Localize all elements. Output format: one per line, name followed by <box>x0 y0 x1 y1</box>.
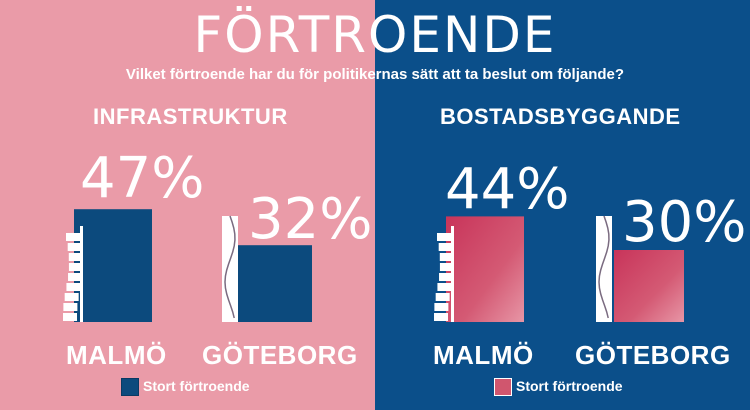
bar-bostad-goteborg <box>614 250 684 322</box>
value-label-bostad-malmo: 44% <box>445 157 570 222</box>
value-label-bostad-goteborg: 30% <box>622 190 747 255</box>
value-label-infra-goteborg: 32% <box>248 187 373 252</box>
category-label-infra-goteborg: GÖTEBORG <box>202 340 358 370</box>
category-label-infra-malmo: MALMÖ <box>66 340 167 370</box>
bar-infra-malmo <box>74 209 152 322</box>
page-subtitle: Vilket förtroende har du för politikerna… <box>125 66 625 83</box>
turning-torso-tower-icon <box>63 226 83 322</box>
category-label-bostad-malmo: MALMÖ <box>433 340 534 370</box>
legend-label-infra: Stort förtroende <box>143 378 250 394</box>
twisted-tower-icon <box>596 215 612 322</box>
turning-torso-tower-icon <box>434 226 454 322</box>
page-title: FÖRTROENDE <box>193 6 557 64</box>
legend-label-bostad: Stort förtroende <box>516 378 623 394</box>
bar-bostad-malmo <box>446 216 524 322</box>
legend-swatch-bostad <box>494 378 512 396</box>
bar-infra-goteborg <box>238 245 312 322</box>
legend-swatch-infra <box>121 378 139 396</box>
twisted-tower-icon <box>222 215 238 322</box>
value-label-infra-malmo: 47% <box>80 146 205 211</box>
bostadsbyggande-panel <box>375 0 750 410</box>
panel-title-bostadsbyggande: BOSTADSBYGGANDE <box>440 104 681 129</box>
infrastruktur-panel <box>0 0 375 410</box>
category-label-bostad-goteborg: GÖTEBORG <box>575 340 731 370</box>
panel-title-infrastruktur: INFRASTRUKTUR <box>93 104 288 129</box>
